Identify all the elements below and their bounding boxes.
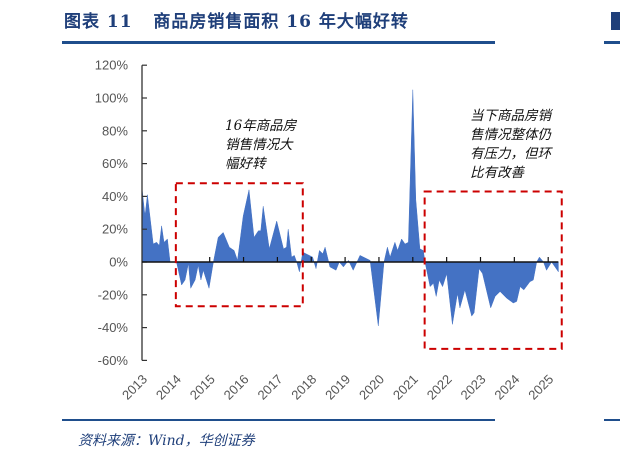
x-tick-label: 2025 <box>525 372 556 403</box>
source-note: 资料来源：Wind，华创证券 <box>78 433 255 449</box>
annotation-text: 售情况整体仍 <box>470 127 552 143</box>
next-figure-title-fragment <box>611 12 620 30</box>
x-tick-label: 2023 <box>458 372 489 403</box>
bottom-rule-right <box>604 419 620 421</box>
y-tick-label: 40% <box>102 189 128 204</box>
annotation-text: 销售情况大 <box>225 137 294 153</box>
x-tick-label: 2018 <box>288 372 319 403</box>
next-figure-rule <box>604 41 620 44</box>
annotation-text: 16年商品房 <box>225 118 298 134</box>
y-tick-label: 60% <box>102 156 128 171</box>
annotation-text: 幅好转 <box>225 156 267 172</box>
y-tick-label: -60% <box>98 353 129 368</box>
y-tick-label: 120% <box>95 58 129 73</box>
y-tick-label: 80% <box>102 123 128 138</box>
series-area <box>141 89 559 327</box>
x-tick-label: 2013 <box>119 372 150 403</box>
y-tick-label: 20% <box>102 222 128 237</box>
highlight-box <box>423 190 563 350</box>
y-tick-label: 0% <box>109 255 128 270</box>
y-tick-label: 100% <box>95 91 129 106</box>
title-rule <box>62 41 495 44</box>
x-tick-label: 2014 <box>153 372 184 403</box>
x-tick-label: 2016 <box>221 372 252 403</box>
x-tick-label: 2015 <box>187 372 218 403</box>
x-tick-label: 2022 <box>424 372 455 403</box>
x-tick-label: 2017 <box>254 372 285 403</box>
annotation-text: 比有改善 <box>470 165 525 181</box>
x-tick-label: 2021 <box>390 372 421 403</box>
highlight-box <box>174 182 304 308</box>
y-tick-label: -40% <box>98 320 129 335</box>
figure-title: 图表 11 商品房销售面积 16 年大幅好转 <box>64 12 409 32</box>
y-tick-label: -20% <box>98 287 129 302</box>
x-tick-label: 2019 <box>322 372 353 403</box>
x-tick-label: 2024 <box>491 372 522 403</box>
x-tick-label: 2020 <box>356 372 387 403</box>
bottom-rule <box>62 419 495 421</box>
annotation-text: 有压力，但环 <box>470 146 553 162</box>
annotation-text: 当下商品房销 <box>470 108 553 124</box>
